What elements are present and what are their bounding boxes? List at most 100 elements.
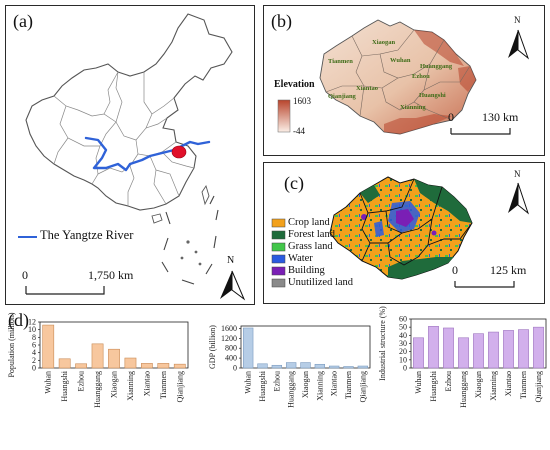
chart-1-category-label: Xiaogan — [301, 371, 310, 398]
chart-1-bar — [300, 362, 311, 369]
chart-2-bar — [428, 326, 439, 369]
chart-2-category-label: Huangshi — [429, 370, 438, 401]
panel-b-label: (b) — [271, 11, 292, 31]
county-boundaries-b — [325, 29, 471, 121]
chart-0-bar — [75, 363, 88, 369]
scale-bar-c — [454, 281, 515, 288]
chart-1-bar — [271, 364, 283, 369]
city-label-ezhou: Ezhou — [412, 73, 430, 80]
chart-1-ytick-label: 1200 — [221, 334, 237, 343]
city-label-xiaogan: Xiaogan — [372, 39, 396, 46]
chart-1-ylabel: GDP (billion) — [208, 325, 217, 369]
chart-2-bar — [473, 333, 484, 369]
chart-0-bar — [58, 358, 71, 369]
chart-1-bar — [343, 366, 354, 369]
legend-water: Water — [288, 253, 313, 264]
study-area-marker — [171, 145, 187, 159]
chart-1-frame — [240, 325, 371, 369]
chart-2-category-label: Xiaogan — [474, 371, 483, 398]
panel-a-label: (a) — [13, 11, 33, 31]
chart-0-ytick-label: 2 — [32, 356, 36, 365]
river-legend-label: The Yangtze River — [40, 228, 134, 242]
chart-1-category-label: Wuhan — [244, 371, 253, 394]
chart-0-category-label: Ezhou — [77, 371, 86, 391]
chart-2-bar — [503, 330, 514, 369]
chart-1-ytick-label: 0 — [233, 364, 237, 373]
chart-1-bar — [328, 365, 340, 369]
chart-1-category-label: Huanggang — [287, 371, 296, 408]
chart-0-category-label: Qianjiang — [175, 371, 184, 403]
china-outline — [25, 13, 233, 211]
elevation-map — [277, 19, 530, 135]
scale-a-end: 1,750 km — [88, 268, 134, 282]
chart-0-bar — [108, 348, 120, 369]
chart-2-category-label: Wuhan — [414, 371, 423, 394]
city-label-xiantao: Xiantao — [356, 85, 379, 92]
chart-1-ytick-label: 800 — [225, 344, 237, 353]
elevation-legend-min: -44 — [293, 126, 305, 136]
chart-2-ylabel: Industrial structure (%) — [378, 306, 387, 381]
chart-0-category-label: Xianning — [126, 371, 135, 401]
chart-2-category-label: Qianjiang — [534, 371, 543, 403]
scale-a-start: 0 — [22, 268, 28, 282]
chart-0-category-label: Tianmen — [159, 371, 168, 399]
chart-2-category-label: Xianning — [489, 371, 498, 401]
china-map — [18, 13, 246, 301]
chart-0-category-label: Xiantao — [142, 371, 151, 396]
chart-0-bar — [157, 363, 170, 369]
chart-1-category-label: Xiantao — [330, 371, 339, 396]
chart-0-ytick-label: 10 — [28, 325, 36, 334]
chart-0-bar — [140, 363, 153, 369]
chart-2-bar — [533, 326, 544, 369]
north-a-label: N — [227, 255, 235, 266]
city-label-huanggang: Huanggang — [420, 63, 453, 70]
chart-0-bar — [42, 324, 55, 369]
chart-0-bar — [124, 357, 137, 369]
chart-0-category-label: Huangshi — [60, 370, 69, 401]
city-label-wuhan: Wuhan — [390, 57, 411, 64]
chart-0-category-label: Huanggang — [93, 371, 102, 408]
chart-2-bar — [518, 329, 529, 369]
chart-0-bar — [91, 343, 104, 369]
chart-2-bar — [413, 337, 424, 369]
landuse-legend — [271, 218, 286, 288]
chart-2-ytick-label: 10 — [399, 355, 407, 364]
panel-a-china-map: (a) — [5, 5, 255, 305]
chart-0-ytick-label: 4 — [32, 348, 36, 357]
chart-2-bar — [458, 337, 469, 369]
chart-1-bar — [314, 363, 326, 369]
chart-2-category-label: Huanggang — [459, 371, 468, 408]
north-arrow-c-icon — [508, 182, 530, 215]
chart-2-category-label: Ezhou — [444, 371, 453, 391]
chart-1-bar — [257, 363, 268, 369]
chart-1-category-label: Huangshi — [258, 370, 267, 401]
north-c-label: N — [514, 169, 521, 179]
scale-c-end: 125 km — [490, 263, 527, 277]
city-label-tianmen: Tianmen — [328, 58, 353, 65]
scale-b-end: 130 km — [482, 110, 519, 124]
chart-2-ytick-label: 20 — [399, 347, 407, 356]
chart-2-category-label: Xiantao — [504, 371, 513, 396]
legend-crop-land: Crop land — [288, 217, 330, 228]
scale-bar-a — [25, 286, 105, 295]
county-boundaries-c — [359, 178, 473, 266]
forest-areas — [360, 179, 472, 279]
chart-1-bar — [242, 327, 254, 369]
city-label-xianning: Xianning — [400, 104, 426, 111]
chart-1-category-label: Ezhou — [272, 371, 281, 391]
chart-2-ytick-label: 0 — [403, 364, 407, 373]
chart-1-ytick-label: 1600 — [221, 324, 237, 333]
scale-c-start: 0 — [452, 263, 458, 277]
panel-b-elevation-map: (b) — [263, 5, 545, 156]
chart-2-bar — [488, 331, 499, 369]
legend-grass-land: Grass land — [288, 241, 333, 252]
city-label-qianjiang: Qianjiang — [328, 93, 356, 100]
chart-0-category-label: Wuhan — [44, 371, 53, 394]
scale-b-start: 0 — [448, 110, 454, 124]
chart-2-ytick-label: 40 — [399, 331, 407, 340]
yangtze-river — [84, 136, 211, 172]
chart-2-category-label: Tianmen — [519, 371, 528, 399]
urban-water-core — [361, 201, 437, 237]
chart-1-ytick-label: 400 — [225, 354, 237, 363]
